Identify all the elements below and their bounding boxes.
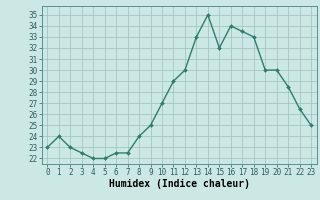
X-axis label: Humidex (Indice chaleur): Humidex (Indice chaleur)	[109, 179, 250, 189]
